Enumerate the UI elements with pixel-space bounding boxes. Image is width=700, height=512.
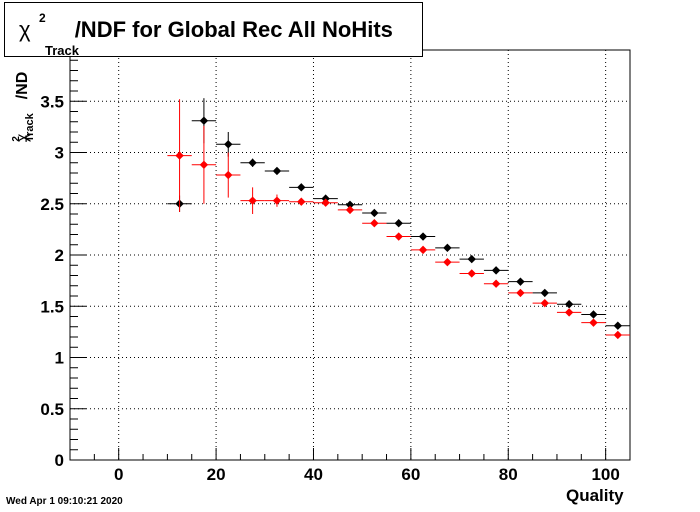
y-tick-label: 3 bbox=[55, 144, 64, 163]
title-subscript: Track bbox=[45, 43, 79, 58]
chart-title-box: χ 2 Track /NDF for Global Rec All NoHits bbox=[4, 2, 423, 58]
data-point bbox=[345, 200, 355, 209]
data-point bbox=[564, 308, 574, 317]
data-point bbox=[199, 116, 209, 125]
series-0 bbox=[167, 98, 630, 330]
data-point bbox=[199, 160, 209, 169]
x-tick-label: 20 bbox=[207, 465, 226, 484]
y-tick-label: 1.5 bbox=[40, 297, 64, 316]
data-point bbox=[491, 279, 501, 288]
data-point bbox=[443, 243, 452, 253]
title-chi-symbol: χ bbox=[19, 17, 31, 42]
data-point bbox=[516, 277, 525, 286]
data-point bbox=[272, 196, 282, 205]
data-point bbox=[467, 254, 476, 264]
data-point bbox=[564, 300, 574, 309]
data-point bbox=[540, 298, 549, 308]
data-point bbox=[516, 288, 525, 298]
y-axis-suffix: /ND bbox=[14, 71, 31, 100]
data-point bbox=[297, 183, 306, 192]
y-tick-label: 1 bbox=[55, 349, 64, 368]
data-series bbox=[167, 98, 630, 340]
data-point bbox=[370, 219, 379, 228]
x-axis-label: Quality bbox=[566, 486, 624, 505]
y-axis-subscript: Track bbox=[24, 113, 36, 143]
data-point bbox=[467, 269, 476, 278]
data-point bbox=[418, 232, 428, 241]
x-tick-label: 60 bbox=[401, 465, 420, 484]
data-point bbox=[175, 151, 184, 160]
x-tick-label: 40 bbox=[304, 465, 323, 484]
y-tick-label: 2.5 bbox=[40, 195, 64, 214]
y-tick-label: 2 bbox=[55, 246, 64, 265]
data-point bbox=[418, 245, 428, 255]
data-point bbox=[589, 318, 598, 327]
title-text: /NDF for Global Rec All NoHits bbox=[74, 17, 393, 42]
data-point bbox=[224, 140, 233, 149]
x-tick-label: 100 bbox=[591, 465, 619, 484]
series-1 bbox=[167, 99, 630, 340]
data-point bbox=[370, 208, 379, 218]
data-point bbox=[272, 166, 282, 176]
data-point bbox=[589, 310, 598, 319]
data-point bbox=[443, 257, 452, 267]
data-point bbox=[394, 232, 403, 241]
data-point bbox=[613, 321, 623, 330]
grid-lines bbox=[70, 49, 630, 460]
y-tick-label: 0 bbox=[55, 451, 64, 470]
y-axis-superscript: 2 bbox=[11, 136, 22, 142]
x-tick-label: 80 bbox=[499, 465, 518, 484]
y-tick-label: 3.5 bbox=[40, 92, 64, 111]
y-tick-label: 0.5 bbox=[40, 400, 64, 419]
data-point bbox=[224, 170, 233, 180]
title-superscript: 2 bbox=[39, 11, 46, 25]
data-point bbox=[491, 266, 501, 275]
series-clip-group bbox=[167, 98, 630, 340]
chart-title: χ 2 Track /NDF for Global Rec All NoHits bbox=[19, 11, 393, 58]
data-point bbox=[248, 158, 257, 167]
data-point bbox=[613, 330, 623, 340]
data-point bbox=[394, 219, 403, 228]
data-point bbox=[345, 205, 355, 215]
data-point bbox=[540, 288, 549, 298]
y-axis-label: χ2 Track/ND bbox=[11, 60, 52, 143]
data-point bbox=[321, 198, 330, 207]
timestamp: Wed Apr 1 09:10:21 2020 bbox=[6, 496, 123, 507]
x-tick-label: 0 bbox=[114, 465, 123, 484]
data-point bbox=[297, 197, 306, 206]
data-point bbox=[248, 196, 257, 205]
